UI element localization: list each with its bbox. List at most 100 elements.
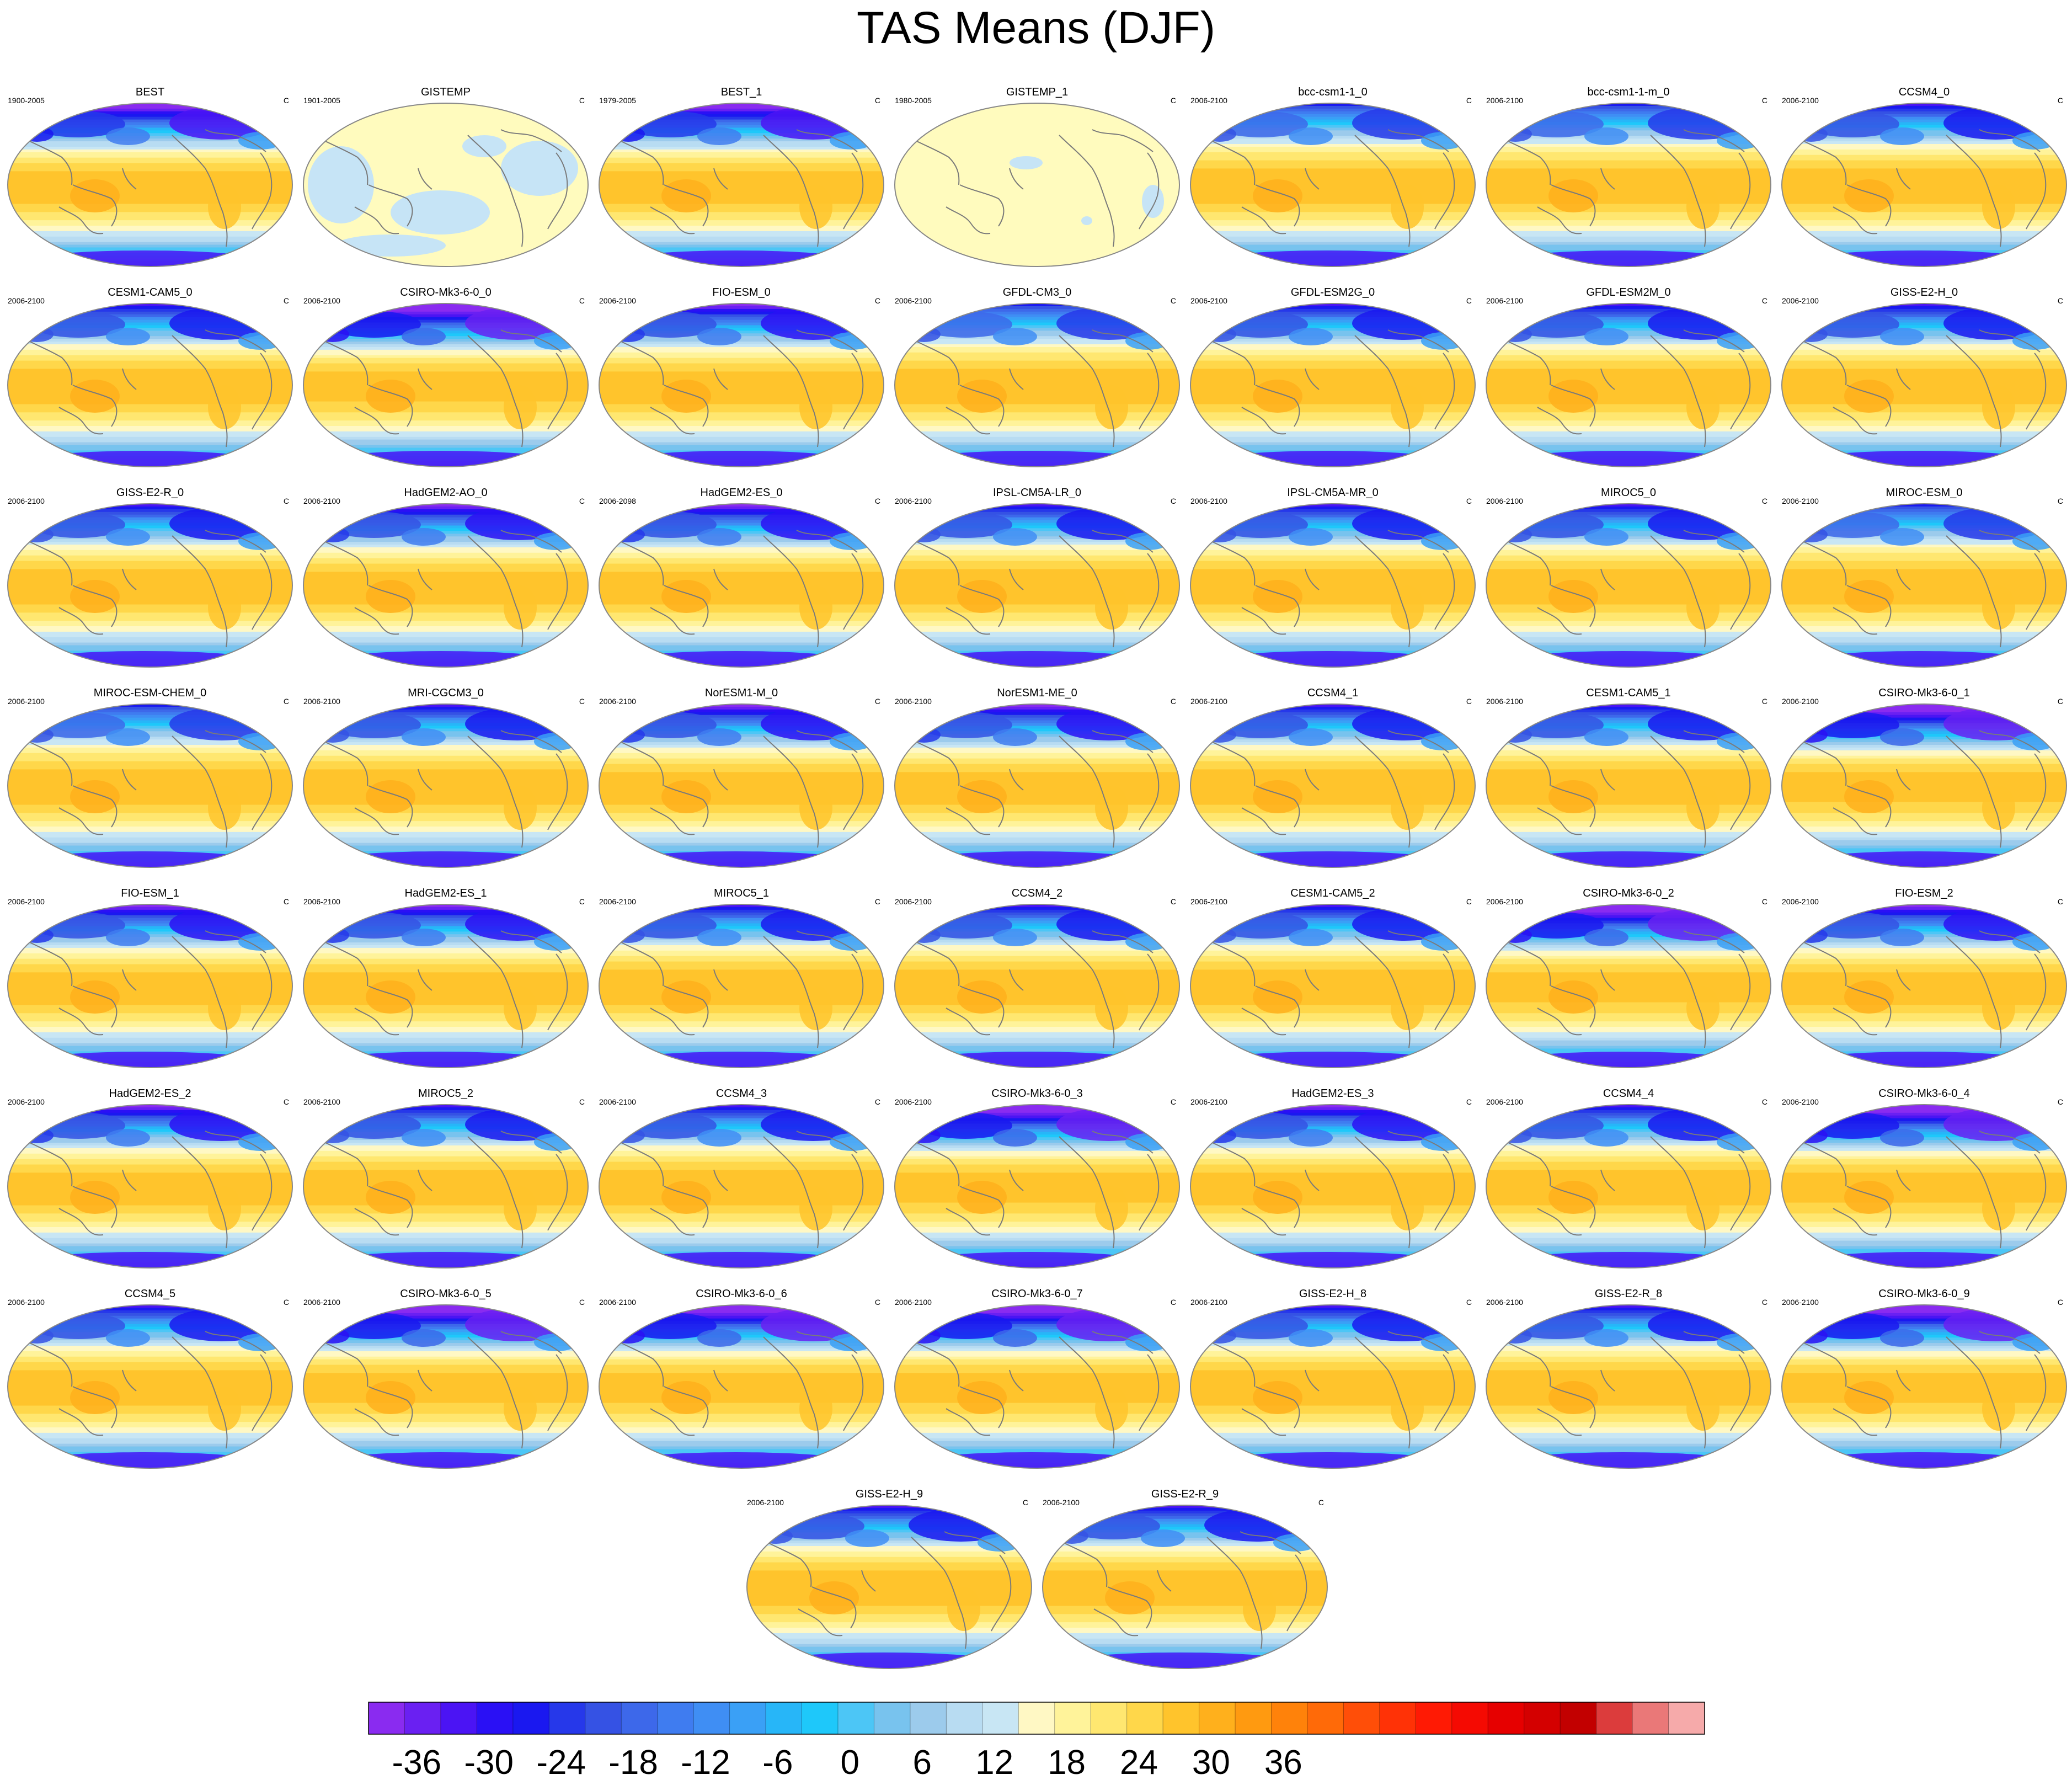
temp-band (599, 1425, 884, 1428)
temp-region (993, 728, 1037, 746)
temp-band (895, 585, 1179, 589)
temp-band (1486, 447, 1771, 451)
panel-title: GFDL-CM3_0 (1002, 286, 1072, 299)
temp-band (1782, 374, 2066, 377)
coastline (205, 329, 266, 353)
temp-band (1782, 604, 2066, 608)
temp-band (895, 1200, 1179, 1203)
temp-band (747, 1557, 1032, 1560)
map-panel: CESM1-CAM5_0 2006-2100 C (2, 283, 298, 473)
temp-band (895, 926, 1179, 929)
temp-region (907, 527, 941, 542)
temp-band (895, 769, 1179, 772)
temp-band (895, 1348, 1179, 1352)
map-19 (1486, 503, 1771, 668)
temp-band (1190, 934, 1475, 937)
temp-band (1486, 536, 1771, 540)
temp-band (599, 212, 884, 215)
temp-band (303, 742, 588, 745)
temp-band (1782, 1184, 2066, 1187)
panel-period: 2006-2100 (1486, 697, 1523, 706)
temp-band (1782, 648, 2066, 651)
temp-band (8, 436, 292, 440)
temp-band (599, 1249, 884, 1252)
temp-band (1486, 1112, 1771, 1116)
coastline (1833, 807, 1878, 835)
temp-region (1141, 1529, 1185, 1547)
temp-band (747, 1507, 1032, 1511)
temp-band (8, 848, 292, 851)
coastline (354, 407, 399, 435)
coastline (915, 1342, 960, 1387)
temp-band (1190, 758, 1475, 762)
temp-band (1782, 1148, 2066, 1152)
coastline (500, 1131, 562, 1154)
temp-band (303, 615, 588, 619)
temp-band (8, 369, 292, 372)
temp-band (8, 920, 292, 924)
map-panel: MIROC5_0 2006-2100 C (1481, 483, 1776, 674)
coastline (946, 206, 991, 234)
coastline (811, 1586, 857, 1629)
temp-band (1486, 539, 1771, 542)
temp-band (599, 1002, 884, 1006)
map-14 (7, 503, 293, 668)
temp-band (1486, 363, 1771, 367)
temp-band (303, 953, 588, 957)
temp-band (599, 1337, 884, 1341)
temp-band (1486, 231, 1771, 234)
temp-band (1190, 580, 1475, 583)
temp-band (895, 909, 1179, 913)
temp-band (1190, 1107, 1475, 1111)
temp-band (747, 1603, 1032, 1607)
temp-band (1782, 1107, 2066, 1111)
temp-band (895, 1343, 1179, 1346)
temp-band (8, 187, 292, 191)
panel-unit: C (579, 296, 585, 305)
temp-band (1486, 1318, 1771, 1322)
map-panel: GISS-E2-R_9 2006-2100 C (1037, 1485, 1333, 1675)
temp-band (599, 1324, 884, 1328)
temp-band (8, 980, 292, 984)
temp-region (20, 126, 54, 142)
temp-band (1486, 426, 1771, 429)
coastline (1846, 1186, 1892, 1228)
temp-band (1486, 923, 1771, 927)
panel-unit: C (1466, 296, 1472, 305)
temp-band (8, 146, 292, 150)
coastline (796, 1131, 858, 1154)
temp-band (303, 931, 588, 935)
map-15 (303, 503, 589, 668)
temp-band (8, 1188, 292, 1192)
panel-title: GFDL-ESM2M_0 (1586, 286, 1671, 299)
map-46 (1190, 1304, 1476, 1469)
temp-band (895, 574, 1179, 578)
temp-band (1486, 1148, 1771, 1152)
temp-band (1486, 969, 1771, 973)
temp-band (303, 720, 588, 724)
temp-band (8, 1408, 292, 1411)
temp-band (1043, 1518, 1327, 1522)
temp-band (303, 1405, 588, 1409)
temp-band (1782, 228, 2066, 232)
temp-band (1190, 590, 1475, 594)
coastline (368, 184, 413, 227)
coastline (1211, 340, 1256, 386)
temp-band (1486, 1243, 1771, 1247)
temp-region (1391, 986, 1424, 1030)
temp-band (895, 311, 1179, 315)
temp-band (8, 1411, 292, 1414)
temp-band (303, 520, 588, 524)
temp-band (1190, 824, 1475, 827)
temp-band (1486, 1403, 1771, 1406)
temp-band (8, 1143, 292, 1146)
temp-band (1190, 969, 1475, 973)
temp-region (661, 179, 711, 212)
temp-band (1190, 1353, 1475, 1357)
temp-region (1548, 780, 1598, 813)
temp-band (303, 509, 588, 513)
temp-band (895, 840, 1179, 844)
coastline (58, 1408, 104, 1436)
temp-band (1190, 909, 1475, 913)
temp-band (303, 717, 588, 721)
